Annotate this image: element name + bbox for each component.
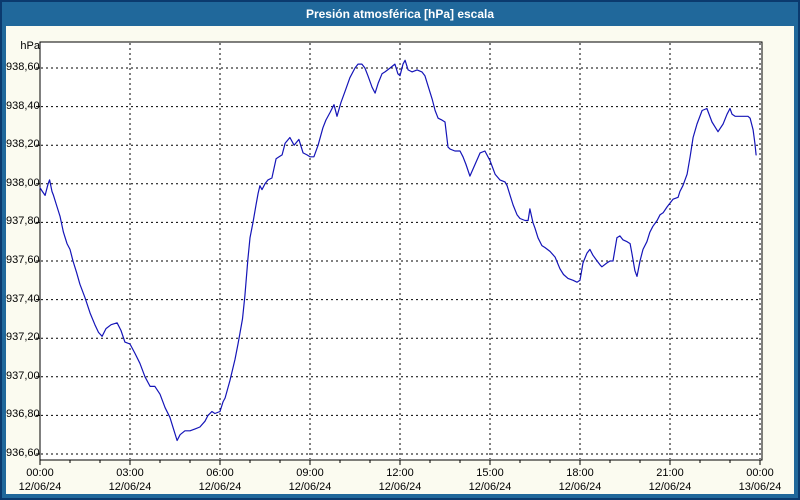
x-tick-time-label: 21:00 bbox=[656, 467, 684, 479]
y-tick-label: 937,20 bbox=[6, 331, 40, 344]
x-tick-date-label: 12/06/24 bbox=[108, 481, 152, 493]
y-tick-label: 936,60 bbox=[6, 447, 40, 459]
y-tick-label: 937,60 bbox=[6, 254, 40, 266]
y-tick-label: 938,40 bbox=[6, 99, 40, 112]
y-tick-label: 936,80 bbox=[6, 408, 40, 421]
y-tick-label: 938,00 bbox=[6, 176, 40, 189]
x-tick-date-label: 12/06/24 bbox=[468, 481, 512, 493]
y-axis-unit-label: hPa bbox=[20, 40, 40, 52]
y-tick-label: 938,20 bbox=[6, 138, 40, 151]
pressure-line bbox=[39, 59, 757, 442]
x-tick-time-label: 09:00 bbox=[296, 467, 324, 479]
x-tick-time-label: 12:00 bbox=[386, 467, 414, 479]
plot-area bbox=[39, 41, 763, 461]
window-title: Presión atmosférica [hPa] escala bbox=[305, 7, 495, 21]
y-tick-label: 937,80 bbox=[6, 215, 40, 228]
x-tick-date-label: 13/06/24 bbox=[738, 481, 782, 493]
y-tick-label: 937,40 bbox=[6, 292, 40, 305]
x-tick-time-label: 06:00 bbox=[206, 467, 234, 479]
x-tick-date-label: 12/06/24 bbox=[648, 481, 692, 493]
y-tick-label: 938,60 bbox=[6, 61, 40, 73]
x-tick-date-label: 12/06/24 bbox=[198, 481, 242, 493]
x-tick-time-label: 15:00 bbox=[476, 467, 504, 479]
chart-area: hPa 938,60 938,40 938,20 938,00 937,80 937,60… bbox=[6, 26, 794, 494]
x-tick-time-label: 00:00 bbox=[26, 467, 54, 479]
pressure-chart bbox=[36, 41, 763, 465]
y-tick-label: 937,00 bbox=[6, 369, 40, 382]
title-bar: Presión atmosférica [hPa] escala bbox=[2, 2, 798, 26]
x-tick-time-label: 03:00 bbox=[116, 467, 144, 479]
x-tick-date-label: 12/06/24 bbox=[288, 481, 332, 493]
x-tick-date-label: 12/06/24 bbox=[18, 481, 62, 493]
x-tick-date-label: 12/06/24 bbox=[558, 481, 602, 493]
x-tick-date-label: 12/06/24 bbox=[378, 481, 422, 493]
x-tick-time-label: 00:00 bbox=[746, 467, 774, 479]
x-tick-time-label: 18:00 bbox=[566, 467, 594, 479]
